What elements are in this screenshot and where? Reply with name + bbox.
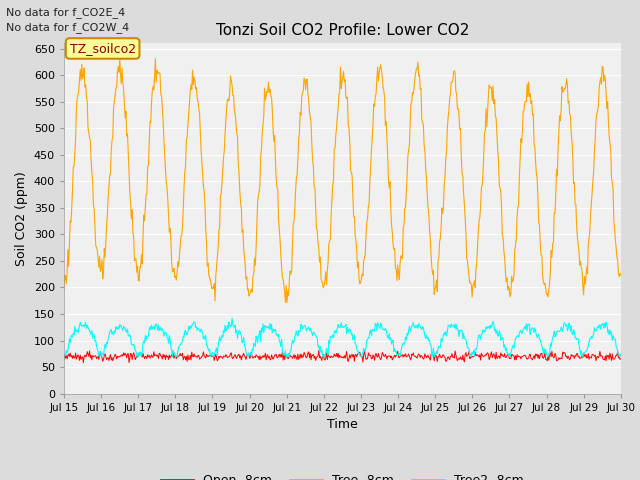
Text: No data for f_CO2E_4: No data for f_CO2E_4 [6,7,125,18]
X-axis label: Time: Time [327,418,358,431]
Tree2 -8cm [411,325,419,331]
Tree -8cm [127,216,135,222]
Tree -8cm [282,300,289,305]
Open -8cm [412,353,419,359]
Open -8cm [315,348,323,353]
Legend: Open -8cm, Tree -8cm, Tree2 -8cm: Open -8cm, Tree -8cm, Tree2 -8cm [156,469,529,480]
Tree -8cm [185,112,193,118]
Tree -8cm [152,56,159,62]
Tree2 -8cm [617,351,625,357]
Line: Open -8cm: Open -8cm [64,350,621,362]
Tree2 -8cm [60,354,68,360]
Tree -8cm [617,272,625,278]
Text: TZ_soilco2: TZ_soilco2 [70,42,136,55]
Open -8cm [70,355,78,360]
Y-axis label: Soil CO2 (ppm): Soil CO2 (ppm) [15,171,28,266]
Open -8cm [185,357,193,362]
Tree -8cm [60,287,68,292]
Tree2 -8cm [184,329,192,335]
Open -8cm [214,357,222,362]
Tree2 -8cm [214,353,221,359]
Tree2 -8cm [127,342,135,348]
Title: Tonzi Soil CO2 Profile: Lower CO2: Tonzi Soil CO2 Profile: Lower CO2 [216,23,469,38]
Tree -8cm [412,71,419,76]
Open -8cm [128,357,136,362]
Tree -8cm [214,245,222,251]
Open -8cm [60,356,68,362]
Open -8cm [617,356,625,361]
Tree -8cm [70,163,78,169]
Tree2 -8cm [428,343,435,348]
Tree2 -8cm [70,332,78,337]
Text: No data for f_CO2W_4: No data for f_CO2W_4 [6,22,130,33]
Tree -8cm [428,264,436,270]
Line: Tree2 -8cm: Tree2 -8cm [64,318,621,357]
Open -8cm [79,360,87,365]
Line: Tree -8cm: Tree -8cm [64,59,621,302]
Open -8cm [428,352,436,358]
Tree2 -8cm [228,315,236,321]
